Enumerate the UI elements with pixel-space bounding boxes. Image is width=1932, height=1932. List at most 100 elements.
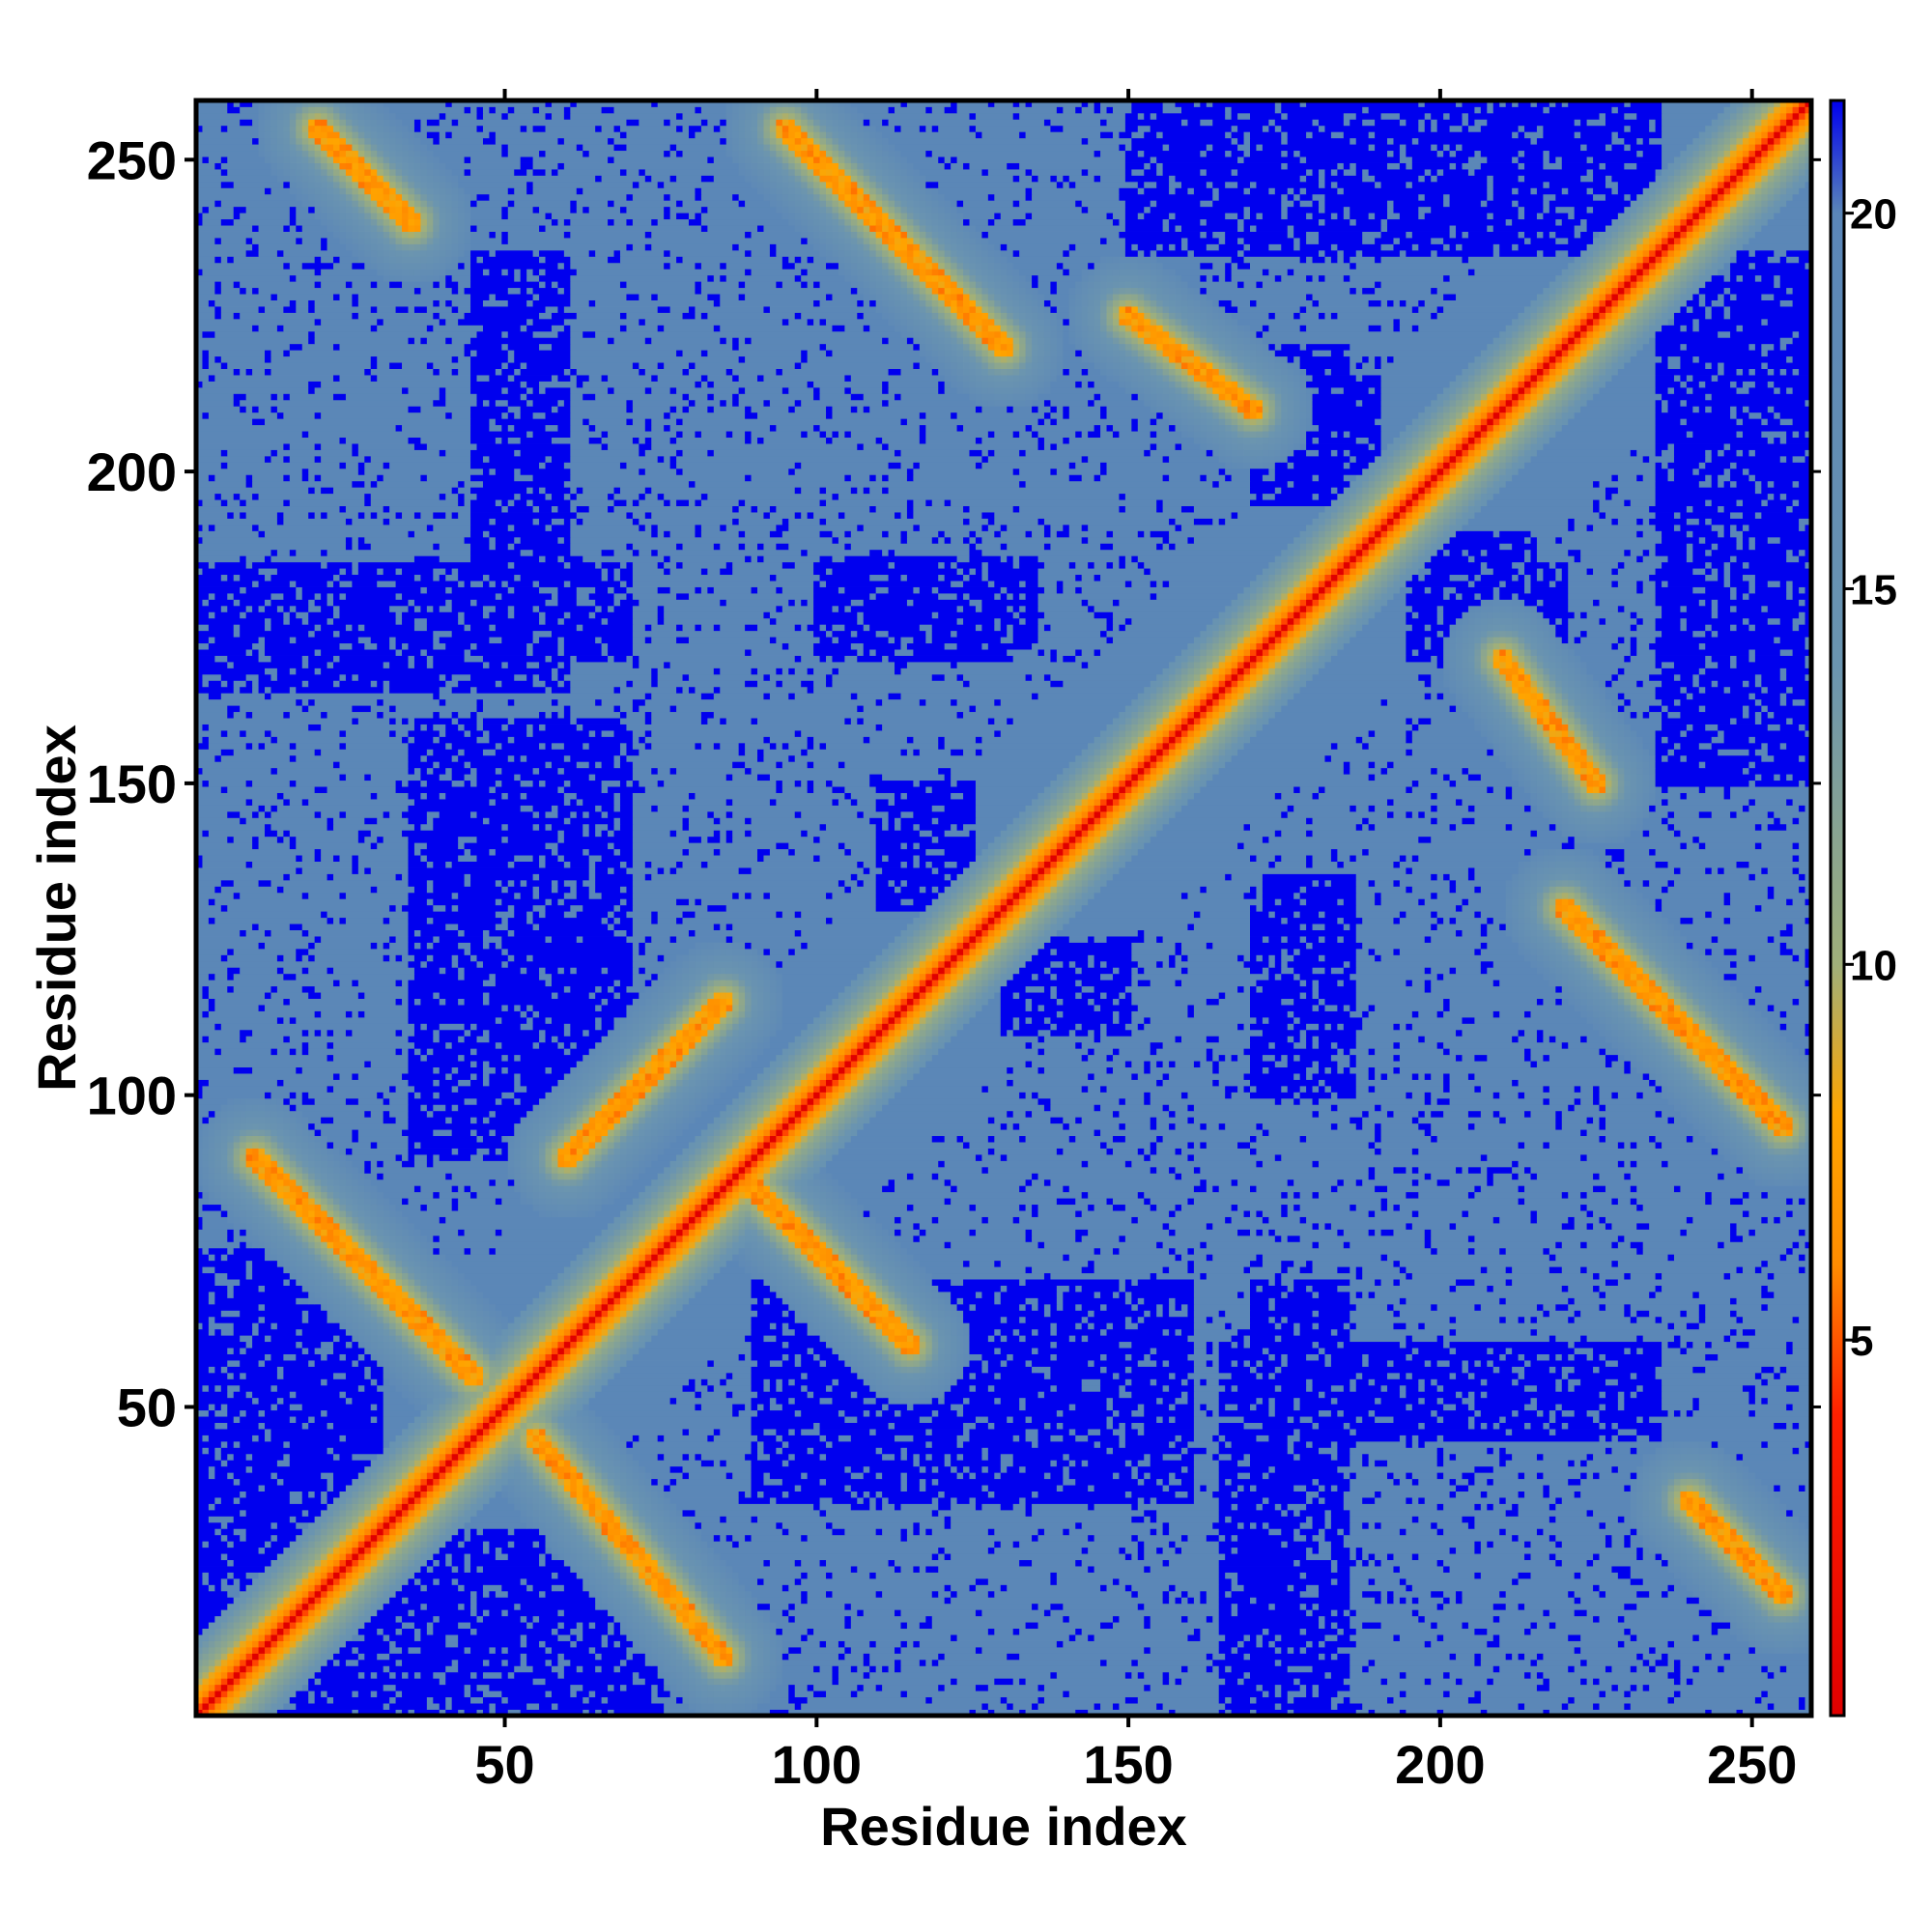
heatmap-cell-run xyxy=(676,1697,683,1704)
heatmap-cell-run xyxy=(1075,1634,1088,1641)
heatmap-cell-run xyxy=(1680,1678,1687,1685)
heatmap-cell-run xyxy=(1244,1634,1251,1641)
heatmap-cell-run xyxy=(1718,1578,1724,1585)
heatmap-cell-run xyxy=(1680,1665,1692,1672)
heatmap-cell-run xyxy=(1680,1548,1687,1554)
heatmap-cell-run xyxy=(788,1690,795,1697)
heatmap-cell-run xyxy=(364,1560,371,1567)
heatmap-cell-run xyxy=(945,1685,977,1691)
heatmap-cell-run xyxy=(371,1528,378,1535)
heatmap-cell-run xyxy=(664,1672,670,1679)
heatmap-cell-run xyxy=(577,1522,583,1529)
heatmap-cell-run xyxy=(801,1560,820,1567)
heatmap-cell-run xyxy=(695,1597,701,1604)
heatmap-cell-run xyxy=(1555,1622,1712,1629)
heatmap-cell-run xyxy=(1187,1665,1207,1672)
heatmap-cell-run xyxy=(384,1504,390,1511)
heatmap-cell-run xyxy=(1474,1660,1481,1666)
heatmap-cell-run xyxy=(1225,1516,1232,1522)
heatmap-cell-run xyxy=(1730,1573,1737,1579)
heatmap-cell-run xyxy=(514,1528,539,1535)
heatmap-cell-run xyxy=(1506,1497,1556,1504)
heatmap-cell-run xyxy=(1250,1634,1257,1641)
heatmap-cell-run xyxy=(1656,1647,1749,1654)
heatmap-cell-run xyxy=(683,1653,690,1660)
heatmap-cell-run xyxy=(1350,1597,1375,1604)
heatmap-cell-run xyxy=(770,1665,777,1672)
heatmap-cell-run xyxy=(358,1622,365,1629)
heatmap-cell-run xyxy=(196,1548,259,1554)
heatmap-cell-run xyxy=(763,1678,770,1685)
heatmap-cell-run xyxy=(1400,1528,1406,1535)
heatmap-cell-run xyxy=(1730,1597,1737,1604)
heatmap-cell-run xyxy=(988,1685,1038,1691)
heatmap-cell-run xyxy=(221,1703,228,1710)
heatmap-cell-run xyxy=(1288,1665,1313,1672)
heatmap-cell-run xyxy=(701,1528,782,1535)
heatmap-cell-run xyxy=(608,1528,620,1535)
heatmap-cell-run xyxy=(602,1548,609,1554)
heatmap-cell-run xyxy=(1568,1634,1580,1641)
heatmap-cell-run xyxy=(732,1578,739,1585)
heatmap-cell-run xyxy=(1443,1528,1500,1535)
heatmap-cell-run xyxy=(676,1641,683,1648)
heatmap-cell-run xyxy=(670,1591,677,1598)
heatmap-cell-run xyxy=(1755,1597,1762,1604)
heatmap-cell-run xyxy=(270,1703,277,1710)
heatmap-cell-run xyxy=(221,1697,228,1704)
heatmap-cell-run xyxy=(1288,1647,1294,1654)
heatmap-cell-run xyxy=(752,1604,758,1610)
heatmap-cell-run xyxy=(1063,1616,1069,1623)
heatmap-cell-run xyxy=(676,1510,683,1517)
heatmap-cell-run xyxy=(645,1553,652,1560)
heatmap-cell-run xyxy=(763,1697,770,1704)
heatmap-cell-run xyxy=(302,1573,309,1579)
heatmap-cell-run xyxy=(321,1641,327,1648)
heatmap-cell-run xyxy=(1799,1553,1805,1560)
heatmap-cell-run xyxy=(508,1497,515,1504)
heatmap-cell-run xyxy=(1163,1548,1176,1554)
heatmap-cell-run xyxy=(1618,1516,1625,1522)
heatmap-cell-run xyxy=(1774,1597,1780,1604)
heatmap-cell-run xyxy=(277,1560,284,1567)
heatmap-cell-run xyxy=(277,1616,284,1623)
heatmap-cell-run xyxy=(707,1647,714,1654)
heatmap-cell-run xyxy=(732,1591,739,1598)
heatmap-cell-run xyxy=(371,1591,378,1598)
heatmap-cell-run xyxy=(1412,1609,1419,1616)
heatmap-cell-run xyxy=(1568,1703,1593,1710)
heatmap-cell-run xyxy=(465,1516,471,1522)
heatmap-cell-run xyxy=(1761,1647,1768,1654)
heatmap-cell-run xyxy=(1169,1522,1213,1529)
heatmap-cell-run xyxy=(720,1584,726,1591)
heatmap-cell-run xyxy=(533,1541,540,1548)
heatmap-cell-run xyxy=(384,1584,390,1591)
heatmap-cell-run xyxy=(1712,1591,1719,1598)
heatmap-cell-run xyxy=(1324,1528,1337,1535)
heatmap-cell-run xyxy=(302,1653,309,1660)
heatmap-cell-run xyxy=(1748,1548,1755,1554)
heatmap-cell-run xyxy=(608,1641,614,1648)
heatmap-cell-run xyxy=(1456,1597,1463,1604)
heatmap-cell-run xyxy=(1662,1553,1668,1560)
heatmap-cell-run xyxy=(651,1522,658,1529)
heatmap-cell-run xyxy=(732,1647,739,1654)
heatmap-cell-run xyxy=(683,1634,690,1641)
heatmap-cell-run xyxy=(1344,1541,1475,1548)
heatmap-cell-run xyxy=(1032,1703,1038,1710)
heatmap-cell-run xyxy=(639,1634,645,1641)
heatmap-cell-run xyxy=(869,1492,876,1498)
heatmap-cell-run xyxy=(788,1584,945,1591)
heatmap-cell-run xyxy=(240,1578,252,1585)
heatmap-cell-run xyxy=(433,1560,440,1567)
heatmap-cell-run xyxy=(389,1672,396,1679)
heatmap-cell-run xyxy=(1125,1492,1132,1498)
heatmap-cell-run xyxy=(1369,1560,1376,1567)
heatmap-cell-run xyxy=(589,1516,596,1522)
heatmap-cell-run xyxy=(1743,1497,1749,1504)
heatmap-cell-run xyxy=(602,1535,609,1542)
heatmap-cell-run xyxy=(932,1660,939,1666)
heatmap-cell-run xyxy=(752,1622,758,1629)
heatmap-cell-run xyxy=(557,1573,577,1579)
heatmap-cell-run xyxy=(582,1584,589,1591)
